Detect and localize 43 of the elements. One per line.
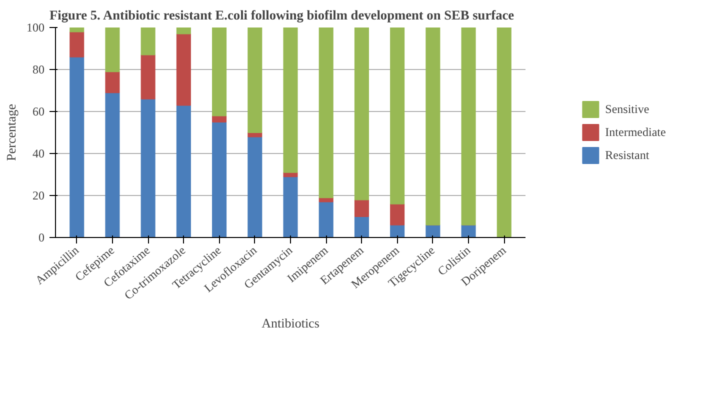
bar [105, 28, 120, 72]
bar [318, 28, 334, 198]
bar [390, 28, 405, 204]
bar [390, 203, 405, 226]
bar [140, 28, 156, 56]
bar [212, 122, 227, 238]
y-tick-label: 100 [26, 20, 44, 34]
bar [212, 28, 227, 116]
bar [461, 224, 476, 238]
y-tick-label: 80 [32, 62, 44, 76]
bar [70, 28, 84, 32]
bar [105, 71, 120, 94]
y-tick-label: 60 [32, 104, 44, 118]
bar [70, 31, 84, 58]
legend-label: Resistant [605, 148, 650, 162]
bar [461, 28, 476, 226]
y-tick-label: 20 [32, 188, 44, 202]
x-axis-title: Antibiotics [262, 316, 320, 331]
legend-label: Intermediate [605, 124, 666, 140]
bar [70, 56, 84, 238]
chart-title: Figure 5. Antibiotic resistant E.coli following biofilm development on SEB surface [50, 8, 514, 22]
y-axis-title: Percentage [4, 104, 18, 162]
bar [283, 176, 298, 238]
bar [140, 98, 156, 238]
bar [176, 28, 191, 34]
bar [105, 92, 120, 238]
bar [354, 28, 369, 200]
bar [318, 201, 334, 238]
bar [248, 28, 262, 133]
bar [426, 224, 440, 238]
bar [140, 54, 156, 100]
bar [212, 115, 227, 122]
bar [176, 104, 191, 238]
bar [496, 28, 512, 238]
legend-label: Sensitive [605, 102, 650, 116]
y-tick-label: 40 [32, 146, 44, 160]
y-tick-label: 0 [38, 230, 44, 244]
bar [426, 28, 440, 226]
bar [283, 28, 298, 173]
bar [354, 199, 369, 217]
bar [248, 136, 262, 238]
bar [176, 33, 191, 106]
bar [354, 216, 369, 238]
